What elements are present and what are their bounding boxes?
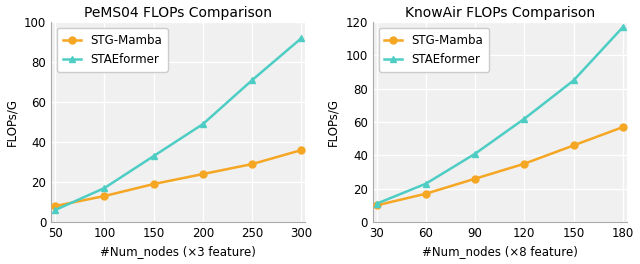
STG-Mamba: [570, 144, 577, 147]
Y-axis label: FLOPs/G: FLOPs/G: [6, 98, 19, 146]
Line: STAEformer: STAEformer: [52, 35, 305, 214]
STG-Mamba: [248, 162, 256, 166]
STAEformer: [570, 79, 577, 82]
STG-Mamba: [471, 177, 479, 180]
STAEformer: [422, 182, 429, 185]
STAEformer: [100, 186, 108, 190]
STG-Mamba: [520, 162, 528, 165]
STAEformer: [372, 202, 380, 205]
STAEformer: [298, 36, 305, 40]
STG-Mamba: [51, 204, 59, 208]
Title: PeMS04 FLOPs Comparison: PeMS04 FLOPs Comparison: [84, 6, 272, 20]
STG-Mamba: [100, 195, 108, 198]
STG-Mamba: [422, 192, 429, 195]
STAEformer: [619, 26, 627, 29]
Line: STAEformer: STAEformer: [373, 24, 627, 207]
STG-Mamba: [150, 182, 157, 186]
STAEformer: [199, 122, 207, 126]
STG-Mamba: [372, 204, 380, 207]
Line: STG-Mamba: STG-Mamba: [373, 124, 627, 209]
STAEformer: [51, 209, 59, 212]
STAEformer: [471, 152, 479, 155]
Title: KnowAir FLOPs Comparison: KnowAir FLOPs Comparison: [404, 6, 595, 20]
X-axis label: #Num_nodes (×8 feature): #Num_nodes (×8 feature): [422, 246, 578, 258]
X-axis label: #Num_nodes (×3 feature): #Num_nodes (×3 feature): [100, 246, 256, 258]
Legend: STG-Mamba, STAEformer: STG-Mamba, STAEformer: [378, 28, 489, 72]
STAEformer: [520, 117, 528, 120]
Y-axis label: FLOPs/G: FLOPs/G: [327, 98, 340, 146]
STG-Mamba: [298, 148, 305, 152]
STAEformer: [150, 154, 157, 158]
STG-Mamba: [619, 125, 627, 129]
Line: STG-Mamba: STG-Mamba: [52, 147, 305, 210]
STG-Mamba: [199, 172, 207, 176]
STAEformer: [248, 78, 256, 82]
Legend: STG-Mamba, STAEformer: STG-Mamba, STAEformer: [57, 28, 168, 72]
